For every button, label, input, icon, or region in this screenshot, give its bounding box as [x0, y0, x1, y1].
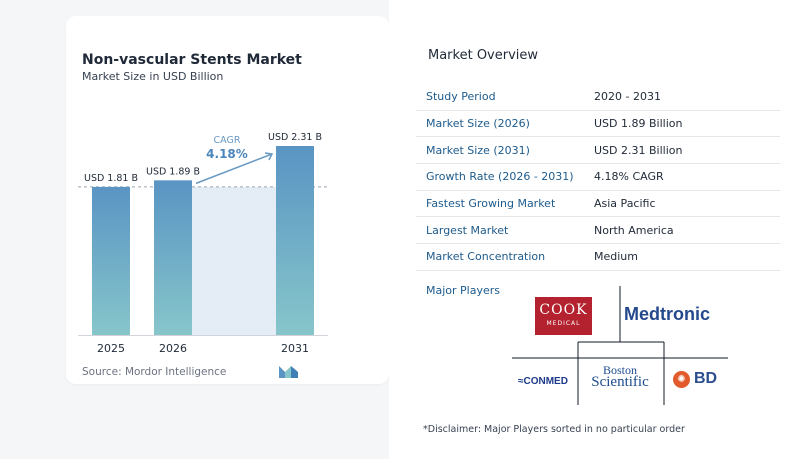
cook-medical-logo: COOK MEDICAL	[535, 297, 592, 335]
bar-value-label: USD 2.31 B	[268, 132, 322, 143]
boston-logo-line2: Scientific	[591, 374, 649, 391]
disclaimer: *Disclaimer: Major Players sorted in no …	[423, 424, 685, 435]
overview-row: Fastest Growing Market Asia Pacific	[416, 191, 780, 218]
bd-mark-icon: ✺	[673, 370, 690, 388]
medtronic-logo: Medtronic	[624, 304, 711, 324]
cagr-arrow-head	[264, 152, 274, 161]
source-note: Source: Mordor Intelligence	[82, 366, 227, 378]
conmed-logo: ≈CONMED	[518, 376, 568, 387]
x-tick-label: 2025	[97, 342, 125, 355]
boston-scientific-logo: Boston Scientific	[584, 363, 656, 391]
overview-key: Study Period	[426, 90, 496, 104]
overview-value: USD 1.89 Billion	[594, 117, 683, 131]
overview-value: USD 2.31 Billion	[594, 143, 683, 157]
chart-subtitle: Market Size in USD Billion	[82, 70, 224, 83]
x-tick-label: 2031	[281, 342, 309, 355]
bar-value-label: USD 1.89 B	[146, 166, 200, 177]
overview-row: Market Size (2026) USD 1.89 Billion	[416, 111, 780, 138]
overview-value: Medium	[594, 250, 638, 264]
overview-panel	[389, 0, 800, 459]
mordor-logo-icon	[279, 366, 298, 378]
overview-key: Growth Rate (2026 - 2031)	[426, 170, 574, 184]
x-tick-label: 2026	[159, 342, 187, 355]
bd-logo-text: BD	[694, 370, 718, 387]
cook-logo-subtext: MEDICAL	[546, 320, 581, 327]
cook-logo-text: COOK	[539, 302, 588, 318]
cagr-value: 4.18%	[206, 147, 248, 161]
overview-key: Market Size (2026)	[426, 117, 530, 131]
bd-logo: ✺ BD	[673, 370, 717, 388]
overview-key: Fastest Growing Market	[426, 197, 556, 211]
chart-title: Non-vascular Stents Market	[82, 52, 302, 68]
bar-2025	[92, 186, 130, 335]
major-players-title: Major Players	[426, 284, 500, 297]
bar-value-label: USD 1.81 B	[84, 173, 138, 184]
overview-row: Largest Market North America	[416, 217, 780, 245]
overview-value: 4.18% CAGR	[594, 170, 664, 184]
boston-logo-line1: Boston	[602, 363, 637, 377]
overview-row: Market Size (2031) USD 2.31 Billion	[416, 137, 780, 165]
cagr-label: CAGR	[214, 135, 241, 146]
overview-title: Market Overview	[428, 48, 539, 63]
overview-table: Study Period 2020 - 2031 Market Size (20…	[416, 84, 780, 271]
cagr-arrow	[195, 153, 273, 185]
overview-key: Largest Market	[426, 223, 509, 237]
overview-key: Market Concentration	[426, 250, 546, 264]
overview-value: 2020 - 2031	[594, 90, 661, 104]
bar-2026	[154, 180, 192, 335]
overview-value: Asia Pacific	[594, 197, 656, 211]
overview-value: North America	[594, 223, 674, 237]
bar-chart: USD 1.81 B USD 1.89 B USD 2.31 B 2025 2026 2…	[78, 132, 328, 378]
overview-row: Study Period 2020 - 2031	[416, 84, 780, 111]
bar-2031	[276, 146, 314, 335]
overview-row: Market Concentration Medium	[416, 244, 780, 271]
overview-key: Market Size (2031)	[426, 143, 530, 157]
overview-row: Growth Rate (2026 - 2031) 4.18% CAGR	[416, 164, 780, 191]
